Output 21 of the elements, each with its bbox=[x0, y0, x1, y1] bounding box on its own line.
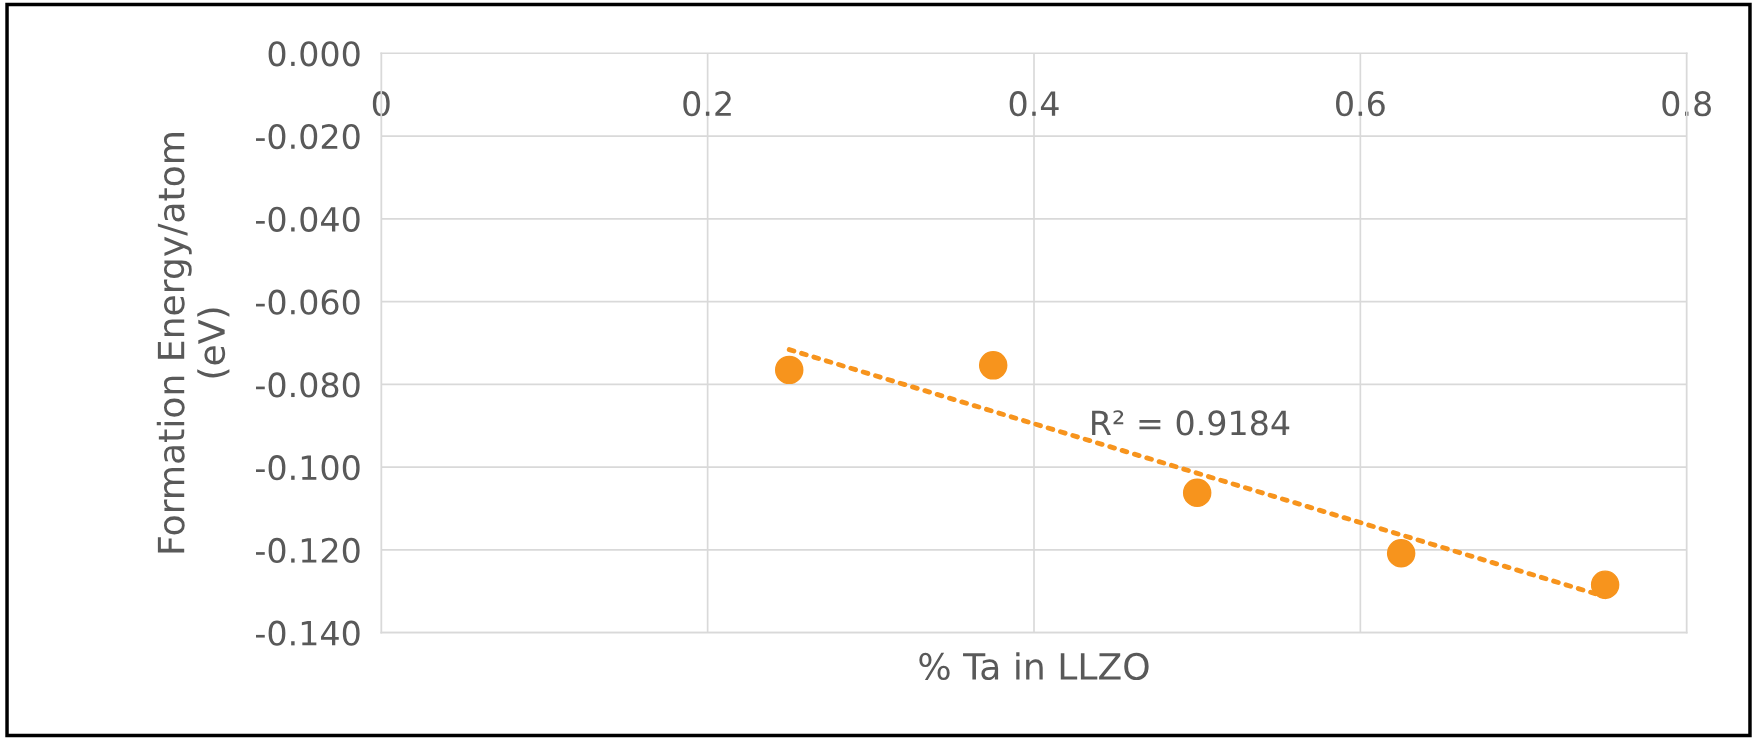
x-tick-label: 0.6 bbox=[1336, 91, 1385, 117]
y-tick-label: -0.080 bbox=[256, 372, 360, 398]
y-tick-label: 0.000 bbox=[268, 41, 360, 67]
point bbox=[774, 355, 804, 385]
y-tick-label: -0.100 bbox=[256, 455, 360, 481]
y-tick-label: -0.120 bbox=[256, 537, 360, 564]
y-tick-label: -0.140 bbox=[256, 620, 360, 646]
point bbox=[978, 351, 1008, 380]
x-axis-title: % Ta in LLZO bbox=[919, 652, 1149, 681]
x-tick-label: 0.8 bbox=[1662, 91, 1711, 117]
x-tick-label: 0.2 bbox=[683, 91, 731, 117]
y-tick-label: -0.020 bbox=[256, 123, 360, 150]
annotation: R² = 0.9184 bbox=[1092, 410, 1290, 436]
point bbox=[1590, 570, 1620, 599]
y-tick-label: -0.040 bbox=[256, 206, 360, 232]
point bbox=[1182, 478, 1212, 508]
x-tick-label: 0.4 bbox=[1009, 91, 1059, 117]
y-axis-title: Formation Energy/atom (eV) bbox=[156, 133, 230, 553]
point bbox=[1386, 539, 1416, 568]
y-tick-label: -0.060 bbox=[256, 289, 360, 315]
x-tick-label: 0 bbox=[372, 91, 390, 117]
